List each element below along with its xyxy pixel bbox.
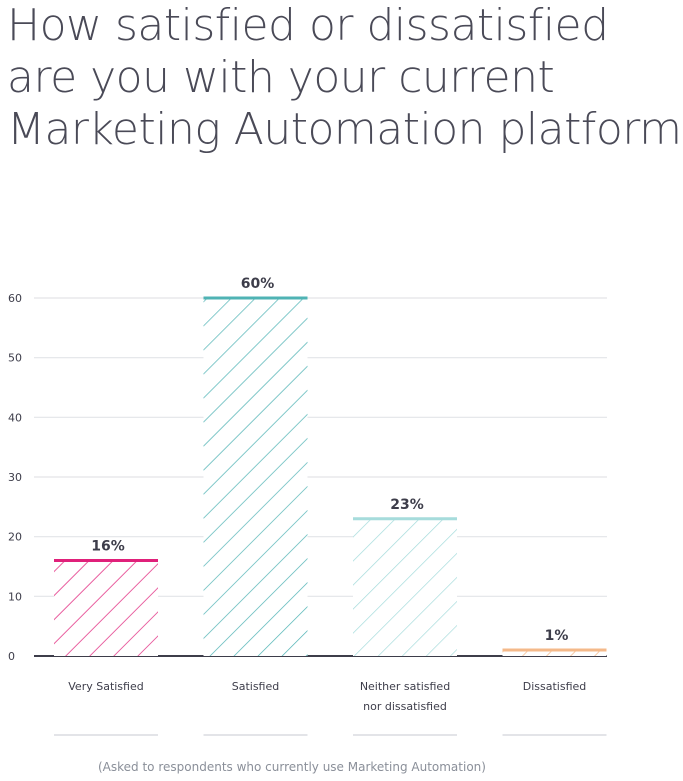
bar [353, 518, 457, 656]
x-tick-label: nor dissatisfied [363, 700, 447, 713]
bar [54, 560, 158, 656]
data-label: 60% [241, 276, 275, 292]
y-tick-label: 50 [8, 352, 22, 365]
title-line-2: are you with your current [7, 52, 555, 103]
x-axis-labels: Very Satisfied Satisfied Neither satisfied… [68, 680, 586, 713]
data-labels: 16% 60% 23% 1% [91, 276, 568, 644]
bars [54, 296, 607, 656]
footnote: (Asked to respondents who currently use … [98, 760, 486, 774]
x-tick-label: Dissatisfied [523, 680, 587, 693]
y-tick-label: 0 [8, 650, 15, 663]
y-tick-label: 10 [8, 590, 22, 603]
x-tick-label: Satisfied [232, 680, 280, 693]
page-title: How satisfied or dissatisfied are you wi… [7, 0, 683, 156]
title-line-3: Marketing Automation platform? [7, 104, 683, 155]
x-tick-label: Neither satisfied [360, 680, 450, 693]
y-axis-ticks: 0 10 20 30 40 50 60 [8, 292, 22, 663]
footnote-container: (Asked to respondents who currently use … [98, 760, 486, 774]
grid-lines [34, 297, 607, 657]
y-tick-label: 40 [8, 411, 22, 424]
x-tick-label: Very Satisfied [68, 680, 143, 693]
y-tick-label: 60 [8, 292, 22, 305]
y-tick-label: 20 [8, 531, 22, 544]
title-line-1: How satisfied or dissatisfied [7, 0, 609, 51]
y-tick-label: 30 [8, 471, 22, 484]
data-label: 1% [545, 628, 569, 644]
data-label: 23% [390, 497, 424, 513]
data-label: 16% [91, 539, 125, 555]
bar [502, 650, 607, 656]
bar [203, 298, 308, 656]
